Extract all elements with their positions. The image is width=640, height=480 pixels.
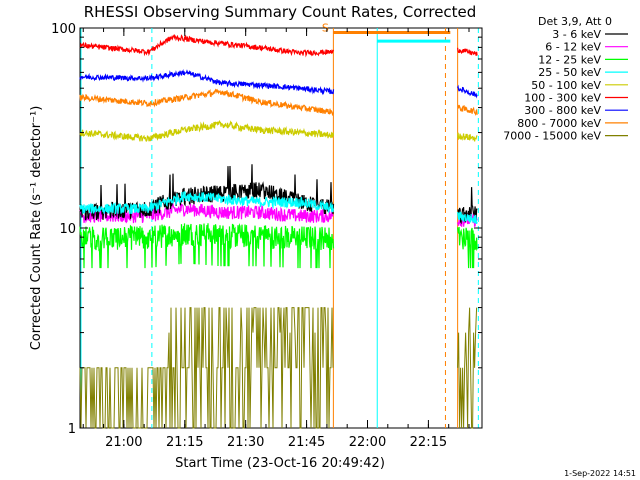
x-tick-label-4: 22:00 [349, 435, 386, 450]
series-12-25-kev [79, 222, 478, 269]
legend-label: 12 - 25 keV [538, 53, 601, 66]
series-segment-1 [457, 132, 478, 142]
y-tick-label-2: 100 [51, 22, 76, 37]
x-tick-label-3: 21:45 [288, 435, 325, 450]
series-100-300-kev [79, 33, 478, 58]
legend-label: 300 - 800 keV [524, 104, 601, 117]
x-tick-label-5: 22:15 [410, 435, 447, 450]
saa-label: S [322, 21, 329, 34]
x-tick-label-0: 21:00 [105, 435, 142, 450]
series-segment-1 [457, 226, 478, 269]
series-segment-0 [79, 222, 335, 269]
axes-layer: 21:00 21:15 21:30 21:45 22:00 22:15 1 10 100 [51, 22, 482, 450]
series-segment-1 [457, 84, 478, 99]
series-segment-0 [79, 119, 335, 142]
series-segment-1 [457, 47, 478, 56]
series-segment-0 [79, 307, 334, 429]
y-axis-label: Corrected Count Rate (s⁻¹ detector⁻¹) [29, 106, 44, 351]
series-7000-15000-kev [79, 307, 478, 429]
series-segment-0 [79, 88, 335, 117]
series-800-7000-kev [79, 88, 478, 117]
legend-label: 100 - 300 keV [524, 92, 601, 105]
legend-item: 3 - 6 keV [552, 28, 628, 41]
legend-item: 100 - 300 keV [524, 92, 628, 105]
series-segment-1 [457, 307, 478, 429]
legend-label: 7000 - 15000 keV [503, 130, 601, 143]
legend-item: 800 - 7000 keV [517, 117, 628, 130]
series-segment-0 [79, 191, 335, 215]
plot-area: S 21:00 21:15 21:30 21:45 22:00 22:15 1 10 100 [51, 21, 483, 450]
legend-label: 6 - 12 keV [545, 41, 601, 54]
legend-header: Det 3,9, Att 0 [538, 15, 612, 28]
legend-item: 50 - 100 keV [531, 79, 628, 92]
x-tick-label-2: 21:30 [227, 435, 264, 450]
series-50-100-kev [79, 119, 478, 142]
series-segment-1 [457, 211, 478, 225]
x-axis-label: Start Time (23-Oct-16 20:49:42) [175, 456, 385, 471]
legend-label: 50 - 100 keV [531, 79, 601, 92]
y-tick-label-0: 1 [68, 422, 76, 437]
legend-label: 3 - 6 keV [552, 28, 601, 41]
legend-label: 25 - 50 keV [538, 66, 601, 79]
series-300-800-kev [79, 69, 478, 99]
x-tick-label-1: 21:15 [166, 435, 203, 450]
series-segment-0 [79, 69, 335, 96]
series-segment-0 [79, 33, 335, 58]
series-segment-0 [79, 164, 335, 221]
legend-item: 25 - 50 keV [538, 66, 628, 79]
legend-item: 300 - 800 keV [524, 104, 628, 117]
series-segment-1 [457, 104, 478, 117]
legend-item: 12 - 25 keV [538, 53, 628, 66]
legend-label: 800 - 7000 keV [517, 117, 601, 130]
annotation-layer: S [80, 21, 479, 428]
series-segment-0 [79, 202, 334, 224]
series-layer [79, 33, 478, 429]
chart-title: RHESSI Observing Summary Count Rates, Co… [84, 3, 477, 21]
timestamp: 1-Sep-2022 14:51 [564, 469, 636, 478]
legend-item: 7000 - 15000 keV [503, 130, 628, 143]
legend-item: 6 - 12 keV [545, 41, 628, 54]
series-25-50-kev [79, 191, 478, 225]
y-tick-label-1: 10 [59, 222, 76, 237]
